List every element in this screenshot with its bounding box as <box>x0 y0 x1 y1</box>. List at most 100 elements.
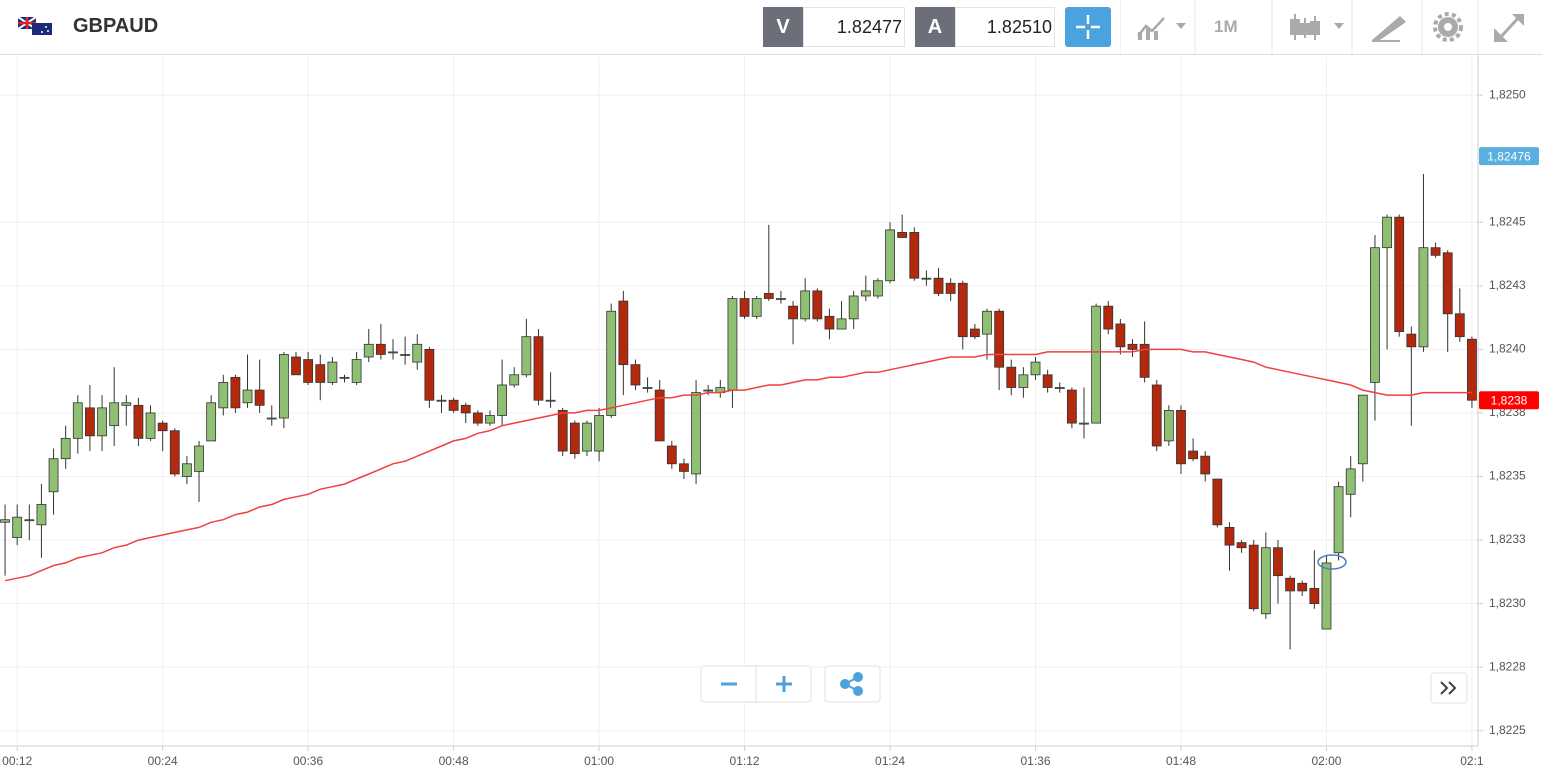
candle-body <box>1382 216 1392 249</box>
share-button[interactable] <box>840 672 863 696</box>
symbol: GBPAUD <box>73 15 159 37</box>
candle-body <box>1236 542 1247 549</box>
candle-body <box>557 409 568 452</box>
candle-body <box>909 232 920 279</box>
candle-body <box>1115 323 1126 348</box>
x-tick-label: 01:24 <box>875 754 905 768</box>
y-tick-label: 1,8235 <box>1489 469 1526 483</box>
candle-body <box>291 356 301 376</box>
candle-body <box>206 402 217 442</box>
candle-body <box>72 402 83 439</box>
grid <box>0 57 1478 746</box>
candle-body <box>1406 333 1417 348</box>
candle-body <box>109 402 120 427</box>
candle-body <box>351 359 362 383</box>
candle-body <box>763 293 774 299</box>
candle-body <box>1018 374 1029 388</box>
candle-body <box>1127 343 1138 350</box>
candle-body <box>1321 562 1332 630</box>
candle-body <box>1273 547 1283 577</box>
candle-body <box>1079 422 1089 425</box>
price-label: 1,82476 <box>1487 149 1531 163</box>
candle-body <box>569 422 580 455</box>
x-tick-label: 01:00 <box>584 754 614 768</box>
candle-body <box>509 374 520 386</box>
bid-label[interactable]: V <box>763 7 803 47</box>
candle-body <box>1200 455 1211 475</box>
y-tick-label: 1,8240 <box>1489 342 1526 356</box>
candle-body <box>339 376 350 379</box>
highlight-marker <box>1317 554 1347 570</box>
candle-body <box>363 343 374 358</box>
candle-body <box>1418 247 1429 348</box>
candle-body <box>303 359 314 383</box>
candle-body <box>1103 305 1114 330</box>
candle-body <box>121 402 132 406</box>
candle-body <box>485 415 495 424</box>
candle-body <box>1333 486 1344 554</box>
draw-icon[interactable] <box>1372 16 1406 42</box>
candle-body <box>157 422 168 432</box>
candle-body <box>1006 366 1017 388</box>
chart-type-icon[interactable] <box>1137 17 1186 40</box>
candle-body <box>666 445 677 465</box>
candle-body <box>85 407 95 437</box>
candle-body <box>60 437 71 460</box>
y-tick-label: 1,8233 <box>1489 532 1526 546</box>
candle-body <box>1224 526 1235 546</box>
timeframe[interactable]: 1M <box>1214 17 1238 36</box>
candle-body <box>266 417 277 420</box>
candle-body <box>448 399 459 411</box>
candle-body <box>12 516 23 538</box>
candle-body <box>533 336 544 401</box>
candle-body <box>1442 252 1453 315</box>
candle-body <box>897 232 908 238</box>
candle-body <box>436 399 447 402</box>
candle-icon[interactable] <box>1290 14 1320 40</box>
candle-body <box>1309 587 1320 605</box>
y-tick-label: 1,8225 <box>1489 723 1526 737</box>
candle-body <box>315 364 326 383</box>
chart: 1,8250 1,8245 1,8243 1,8240 1,8238 1,8235 1,82… <box>0 55 1539 768</box>
price-label: 1,8238 <box>1491 393 1528 407</box>
candle-body <box>751 298 762 317</box>
candle-body <box>1430 247 1441 256</box>
x-tick-label: 02:00 <box>1311 754 1341 768</box>
flag-icon <box>18 17 52 35</box>
candle-body <box>1163 409 1174 442</box>
candle-body <box>182 463 192 477</box>
fullscreen-icon[interactable] <box>1494 14 1524 42</box>
candle-body <box>1139 343 1150 378</box>
crosshair-button[interactable] <box>1065 7 1111 47</box>
x-tick-label: 00:36 <box>293 754 323 768</box>
axes: 1,8250 1,8245 1,8243 1,8240 1,8238 1,8235 1,82… <box>0 55 1539 768</box>
zoom-in-button[interactable] <box>776 676 792 692</box>
candle-body <box>36 504 47 526</box>
candle-body <box>1454 313 1465 338</box>
settings-icon[interactable] <box>1433 12 1463 42</box>
candle-body <box>776 298 786 300</box>
price-label-box <box>1479 391 1539 410</box>
ask-label[interactable]: A <box>915 7 955 47</box>
candle-body <box>1212 478 1223 526</box>
candle-body <box>1370 247 1380 383</box>
candle-body <box>1394 216 1405 332</box>
candle-body <box>1260 547 1271 615</box>
candle-body <box>375 343 386 355</box>
candle-body <box>0 519 10 523</box>
candle-body <box>1176 409 1186 465</box>
scroll-end-button[interactable] <box>1440 681 1457 695</box>
x-tick-label: 02:1 <box>1460 754 1484 768</box>
candle-body <box>194 445 204 472</box>
candle-body <box>1248 544 1259 610</box>
y-tick-label: 1,8250 <box>1489 87 1526 101</box>
candle-body <box>727 298 738 391</box>
candle-body <box>800 290 811 320</box>
x-tick-label: 00:24 <box>148 754 178 768</box>
bid-price[interactable]: 1.82477 <box>803 7 905 47</box>
ask-price[interactable]: 1.82510 <box>955 7 1055 47</box>
candle-body <box>679 463 689 472</box>
candle-body <box>933 277 944 294</box>
y-tick-label: 1,8245 <box>1489 214 1526 228</box>
